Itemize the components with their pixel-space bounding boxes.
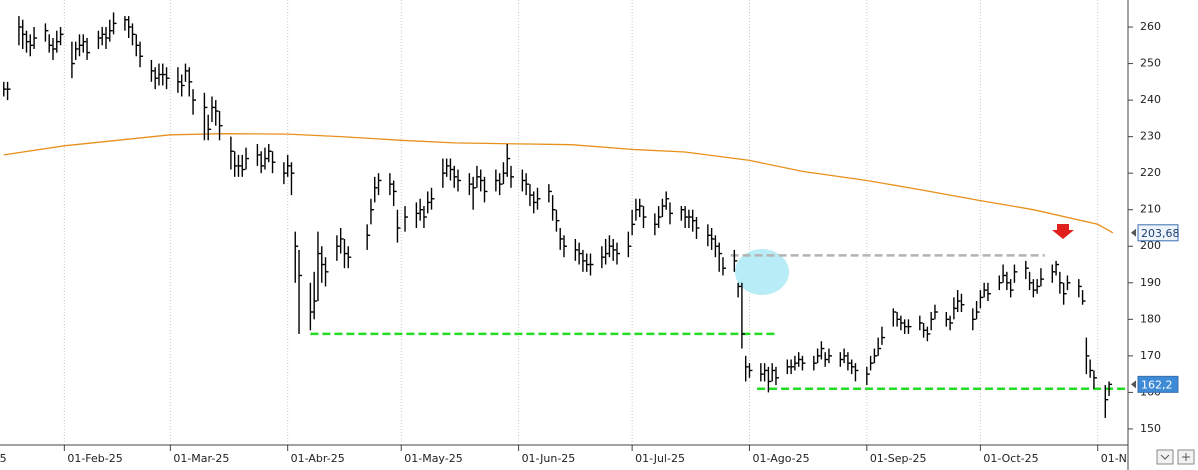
ma-value-tag: 203,68 [1141,227,1180,240]
y-tick-label: 260 [1140,20,1161,33]
y-tick-label: 200 [1140,239,1161,252]
moving-average [3,133,1114,234]
y-tick-label: 150 [1140,422,1161,435]
y-tick-label: 240 [1140,93,1161,106]
price-value-tag-pointer [1131,380,1136,389]
x-tick-label: 01-Jun-25 [522,452,576,465]
toolbar-button[interactable] [1156,449,1174,465]
x-tick-label: 01-Ene-25 [0,452,7,465]
price-value-tag: 162,2 [1141,378,1173,391]
y-tick-label: 230 [1140,130,1161,143]
x-tick-label: 01-Sep-25 [870,452,927,465]
grid-layer: 01-Ene-25 01-Feb-25 01-Mar-25 01-Abr-25 01-M… [0,0,1127,465]
y-tick-label: 250 [1140,57,1161,70]
toolbar-icon [1182,453,1190,461]
y-tick-label: 210 [1140,203,1161,216]
x-tick-label: 01-Abr-25 [291,452,345,465]
arrow-marker [1052,224,1074,239]
x-tick-label: 01-May-25 [404,452,462,465]
x-tick-label: 01-Mar-25 [173,452,229,465]
x-tick-label: 01-N [1101,452,1127,465]
x-tick-label: 01-Ago-25 [752,452,809,465]
highlight-ellipse [735,249,789,295]
price-value-tag-box [1137,375,1179,393]
y-tick-label: 170 [1140,349,1161,362]
axes-layer: 150160170180190200210220230240250260203,… [1128,20,1180,435]
toolbar-icon [1160,454,1170,460]
x-tick-label: 01-Oct-25 [983,452,1038,465]
ma-value-tag-box [1137,224,1179,242]
x-tick-label: 01-Jul-25 [635,452,685,465]
y-tick-label: 190 [1140,276,1161,289]
y-tick-label: 180 [1140,312,1161,325]
y-tick-label: 220 [1140,166,1161,179]
plot-layer [3,12,1128,418]
ma-value-tag-pointer [1131,228,1136,237]
x-tick-label: 01-Feb-25 [67,452,122,465]
